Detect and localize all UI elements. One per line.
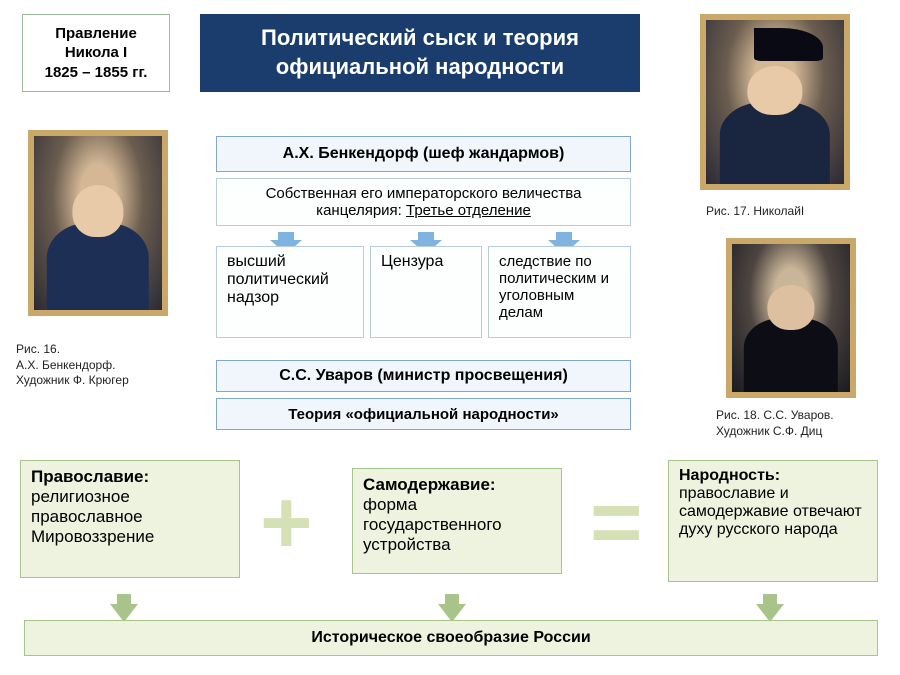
nationality-box: Народность: православие и самодержавие о… xyxy=(668,460,878,582)
main-title-line2: официальной народности xyxy=(261,53,579,82)
reign-line3: 1825 – 1855 гг. xyxy=(45,63,148,83)
main-title-line1: Политический сыск и теория xyxy=(261,24,579,53)
portrait-nicholas xyxy=(700,14,850,190)
nationality-text: православие и самодержавие отвечают духу… xyxy=(679,485,867,539)
function-box-b: Цензура xyxy=(370,246,482,338)
reign-line2: Никола I xyxy=(45,43,148,63)
autocracy-title: Самодержавие: xyxy=(363,475,551,495)
benkendorf-box: А.Х. Бенкендорф (шеф жандармов) xyxy=(216,136,631,172)
autocracy-box: Самодержавие: форма государственного уст… xyxy=(352,468,562,574)
bottom-label: Историческое своеобразие России xyxy=(311,629,590,647)
caption-fig16: Рис. 16. А.Х. Бенкендорф. Художник Ф. Кр… xyxy=(16,342,196,389)
plus-icon: + xyxy=(260,478,313,568)
portrait-benkendorf xyxy=(28,130,168,316)
caption-fig18-a: Рис. 18. С.С. Уваров. xyxy=(716,408,896,424)
benkendorf-label: А.Х. Бенкендорф (шеф жандармов) xyxy=(283,145,565,163)
caption-fig17: Рис. 17. НиколайI xyxy=(706,204,886,220)
caption-fig16-b: А.Х. Бенкендорф. xyxy=(16,358,196,374)
caption-fig18-b: Художник С.Ф. Диц xyxy=(716,424,896,440)
function-box-c: следствие по политическим и уголовным де… xyxy=(488,246,631,338)
main-title: Политический сыск и теория официальной н… xyxy=(200,14,640,92)
function-a-text: высший политический надзор xyxy=(227,253,353,307)
portrait-uvarov xyxy=(726,238,856,398)
reign-box: Правление Никола I 1825 – 1855 гг. xyxy=(22,14,170,92)
theory-label: Теория «официальной народности» xyxy=(288,406,559,423)
bottom-box: Историческое своеобразие России xyxy=(24,620,878,656)
nationality-title: Народность: xyxy=(679,467,867,485)
caption-fig18: Рис. 18. С.С. Уваров. Художник С.Ф. Диц xyxy=(716,408,896,439)
function-b-text: Цензура xyxy=(381,253,443,271)
autocracy-text: форма государственного устройства xyxy=(363,495,551,555)
chancellery-box: Собственная его императорского величеств… xyxy=(216,178,631,226)
orthodoxy-box: Православие: религиозное православное Ми… xyxy=(20,460,240,578)
chancellery-line2b: Третье отделение xyxy=(406,202,531,219)
caption-fig16-a: Рис. 16. xyxy=(16,342,196,358)
theory-box: Теория «официальной народности» xyxy=(216,398,631,430)
function-c-text: следствие по политическим и уголовным де… xyxy=(499,253,620,321)
orthodoxy-title: Православие: xyxy=(31,467,229,487)
uvarov-box: С.С. Уваров (министр просвещения) xyxy=(216,360,631,392)
function-box-a: высший политический надзор xyxy=(216,246,364,338)
equals-icon: = xyxy=(590,478,643,568)
chancellery-line1: Собственная его императорского величеств… xyxy=(266,185,582,202)
orthodoxy-text: религиозное православное Мировоззрение xyxy=(31,487,229,547)
chancellery-line2a: канцелярия: xyxy=(316,202,406,219)
uvarov-label: С.С. Уваров (министр просвещения) xyxy=(279,367,568,385)
caption-fig16-c: Художник Ф. Крюгер xyxy=(16,373,196,389)
reign-line1: Правление xyxy=(45,24,148,44)
